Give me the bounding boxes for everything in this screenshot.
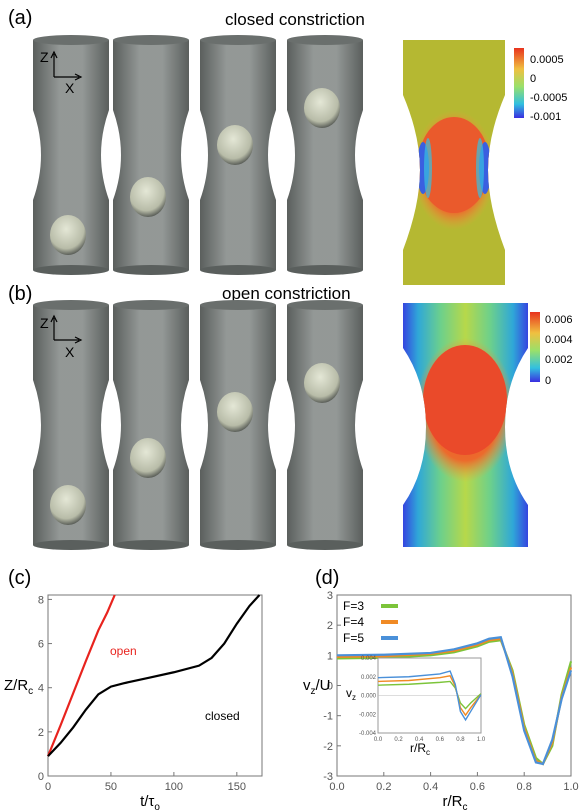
inset-ylabel: vz [346,686,356,702]
tube-1 [33,35,109,275]
tube-4 [287,300,363,550]
droplet-1 [50,215,86,255]
inset-ytick-1: 0.002 [361,675,377,681]
inset-xtick-2: 0.4 [415,737,424,743]
colorbar-a-tick-3: -0.0005 [530,92,567,104]
colorbar-b-tick-1: 0.006 [545,314,573,326]
tube-3 [200,35,276,275]
inset-ytick-0: 0.004 [361,656,377,662]
d-ytick-1: -2 [323,741,333,753]
chart-c: 0 50 100 150 0 2 4 6 8 open closed t/τo Z/Rc [4,594,263,812]
d-legend-label-1: F=3 [343,599,364,613]
closed-constriction-tubes [33,35,363,275]
c-xtick-2: 100 [165,781,183,793]
d-xtick-1: 0.2 [376,781,391,793]
colorbar-b-tick-2: 0.004 [545,334,573,346]
colorbar-b-tick-4: 0 [545,375,551,387]
d-ylabel: vz/U [303,677,331,697]
inset-xtick-1: 0.2 [394,737,403,743]
c-ylabel: Z/Rc [4,677,33,697]
d-xtick-2: 0.4 [423,781,438,793]
droplet-4 [304,88,340,128]
colorbar-b-tick-3: 0.002 [545,354,573,366]
d-ytick-3: 0 [327,681,333,693]
d-ytick-6: 3 [327,590,333,602]
d-ytick-4: 1 [327,650,333,662]
d-series-F=5 [336,636,573,766]
panel-a-title: closed constriction [225,10,365,29]
axis-glyph-a [50,50,83,81]
panel-a-label: (a) [8,7,32,29]
d-legend-label-3: F=5 [343,631,364,645]
inset-ytick-4: -0.004 [359,731,377,737]
d-xlabel: r/Rc [443,793,468,812]
panel-c-label: (c) [8,567,31,589]
inset-ytick-3: -0.002 [359,712,377,718]
closed-field-map [403,40,505,285]
droplet-2 [130,438,166,478]
colorbar-a-tick-2: 0 [530,73,536,85]
axis-x-a: X [65,80,75,96]
d-xtick-0: 0.0 [329,781,344,793]
colorbar-a [514,48,524,118]
droplet-2 [130,177,166,217]
droplet-4 [304,363,340,403]
c-label-closed: closed [205,709,240,723]
d-ytick-0: -3 [323,771,333,783]
c-label-open: open [110,644,137,658]
c-ytick-0: 0 [38,771,44,783]
axis-z-a: Z [40,49,49,65]
inset-xtick-5: 1.0 [477,737,486,743]
inset-xlabel: r/Rc [410,741,430,757]
panel-b-label: (b) [8,283,32,305]
d-xtick-4: 0.8 [517,781,532,793]
panel-b-title: open constriction [222,284,351,303]
c-ytick-4: 8 [38,594,44,606]
axis-x-b: X [65,344,75,360]
panel-d-label: (d) [315,567,339,589]
axis-glyph-b [50,314,83,344]
c-ytick-3: 6 [38,639,44,651]
chart-d: 0.0 0.2 0.4 0.6 0.8 1.0 -3 -2 -1 0 1 2 3 F=3 F=4 F=5 r/R… [303,590,579,812]
open-constriction-tubes [33,300,363,550]
c-ytick-1: 2 [38,727,44,739]
inset-ytick-2: 0.000 [361,694,377,700]
d-ytick-2: -1 [323,711,333,723]
droplet-1 [50,485,86,525]
d-ytick-5: 2 [327,620,333,632]
c-xtick-3: 150 [228,781,246,793]
d-xtick-3: 0.6 [470,781,485,793]
plot-frame [47,594,263,777]
open-field-map [403,303,528,547]
colorbar-a-tick-4: -0.001 [530,111,561,123]
c-ytick-2: 4 [38,683,44,695]
inset-xtick-4: 0.8 [456,737,465,743]
inset-series-F=5 [377,670,482,722]
c-series-open [46,594,116,757]
d-xtick-5: 1.0 [563,781,578,793]
colorbar-a-tick-1: 0.0005 [530,54,564,66]
c-xtick-1: 50 [105,781,117,793]
tube-4 [287,35,363,275]
d-legend-label-2: F=4 [343,615,364,629]
droplet-3 [217,392,253,432]
axis-z-b: Z [40,315,49,331]
tube-1 [33,300,109,550]
droplet-3 [217,125,253,165]
tube-2 [113,35,189,275]
tube-3 [200,300,276,550]
tube-2 [113,300,189,550]
c-xtick-0: 0 [45,781,51,793]
inset-xtick-0: 0.0 [374,737,383,743]
colorbar-b [530,312,540,382]
c-xlabel: t/τo [140,793,160,812]
inset-xtick-3: 0.6 [436,737,445,743]
c-series-closed [47,594,261,757]
